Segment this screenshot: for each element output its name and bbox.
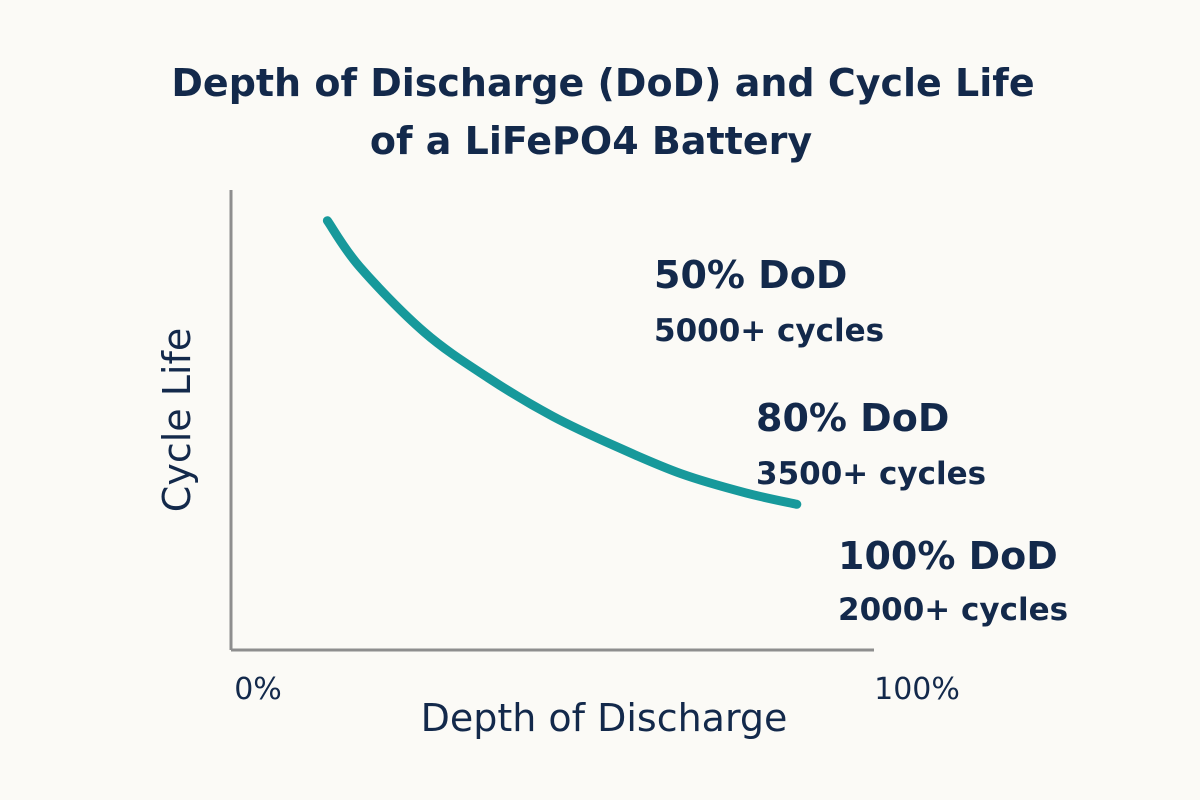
cycle-life-curve [322,216,802,509]
annotation-dod-80: 80% DoD [756,396,949,440]
y-axis-label: Cycle Life [155,328,199,512]
x-tick-label-100: 100% [874,672,960,707]
chart-title-line-1: Depth of Discharge (DoD) and Cycle Life [171,61,1034,105]
annotation-cycles-5000: 5000+ cycles [654,313,884,349]
annotation-dod-100: 100% DoD [838,534,1058,578]
x-tick-label-0: 0% [234,672,282,707]
chart-title-line-2: of a LiFePO4 Battery [370,119,812,163]
annotation-cycles-3500: 3500+ cycles [756,456,986,492]
x-axis-label: Depth of Discharge [421,696,788,740]
annotation-dod-50: 50% DoD [654,253,847,297]
annotation-cycles-2000: 2000+ cycles [838,592,1068,628]
